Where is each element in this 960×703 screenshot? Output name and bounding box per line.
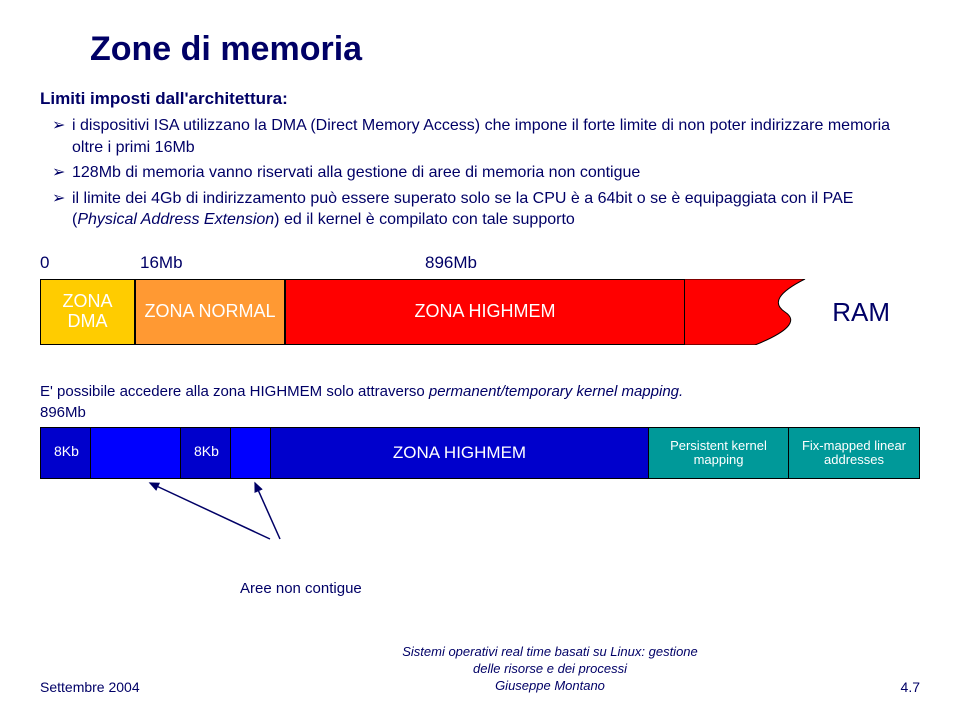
label-8kb-a: 8Kb bbox=[54, 443, 79, 459]
zone-normal: ZONA NORMAL bbox=[135, 279, 285, 345]
footer-center: Sistemi operativi real time basati su Li… bbox=[240, 644, 860, 695]
seg-highmem-label: ZONA HIGHMEM bbox=[393, 443, 526, 463]
footer-c3: Giuseppe Montano bbox=[240, 678, 860, 695]
ram-label: RAM bbox=[832, 297, 890, 328]
seg-persistent-label: Persistent kernel mapping bbox=[651, 439, 786, 468]
seg-highmem: ZONA HIGHMEM bbox=[271, 428, 649, 478]
footer-left: Settembre 2004 bbox=[40, 679, 240, 695]
memory-zones-diagram: 0 16Mb 896Mb ZONA DMA ZONA NORMAL ZONA H… bbox=[40, 253, 920, 373]
footer-right: 4.7 bbox=[860, 679, 920, 695]
bullet-1: i dispositivi ISA utilizzano la DMA (Dir… bbox=[58, 115, 920, 158]
seg-fixmapped: Fix-mapped linear addresses bbox=[789, 428, 919, 478]
slide-title: Zone di memoria bbox=[90, 30, 920, 69]
bullet-list: i dispositivi ISA utilizzano la DMA (Dir… bbox=[40, 115, 920, 231]
seg-gap-1 bbox=[91, 428, 181, 478]
zone-normal-label: ZONA NORMAL bbox=[144, 302, 275, 322]
zone-dma-label: ZONA DMA bbox=[41, 292, 134, 332]
seg-persistent: Persistent kernel mapping bbox=[649, 428, 789, 478]
subhead: Limiti imposti dall'architettura: bbox=[40, 89, 920, 109]
zone-highmem: ZONA HIGHMEM bbox=[285, 279, 685, 345]
arrows-noncontig bbox=[120, 479, 420, 569]
bullet-2: 128Mb di memoria vanno riservati alla ge… bbox=[58, 162, 920, 184]
bullet-3-post: ) ed il kernel è compilato con tale supp… bbox=[274, 211, 575, 228]
mark-896mb-lower: 896Mb bbox=[40, 404, 920, 421]
zone-highmem-label: ZONA HIGHMEM bbox=[414, 302, 555, 322]
footer: Settembre 2004 Sistemi operativi real ti… bbox=[0, 644, 960, 695]
note-text: E' possibile accedere alla zona HIGHMEM … bbox=[40, 383, 920, 400]
footer-c1: Sistemi operativi real time basati su Li… bbox=[240, 644, 860, 661]
note-pre: E' possibile accedere alla zona HIGHMEM … bbox=[40, 383, 429, 400]
highmem-detail-diagram: ZONA HIGHMEM Persistent kernel mapping F… bbox=[40, 427, 920, 487]
label-8kb-b: 8Kb bbox=[194, 443, 219, 459]
mark-16mb: 16Mb bbox=[140, 253, 183, 273]
note-italic: permanent/temporary kernel mapping. bbox=[429, 383, 683, 400]
zone-dma: ZONA DMA bbox=[40, 279, 135, 345]
mark-0: 0 bbox=[40, 253, 49, 273]
bullet-3: il limite dei 4Gb di indirizzamento può … bbox=[58, 188, 920, 231]
bullet-3-italic: Physical Address Extension bbox=[77, 211, 274, 228]
seg-fixmapped-label: Fix-mapped linear addresses bbox=[791, 439, 917, 468]
label-noncontig: Aree non contigue bbox=[240, 580, 362, 597]
footer-c2: delle risorse e dei processi bbox=[240, 661, 860, 678]
mark-896mb: 896Mb bbox=[425, 253, 477, 273]
seg-gap-2 bbox=[231, 428, 271, 478]
